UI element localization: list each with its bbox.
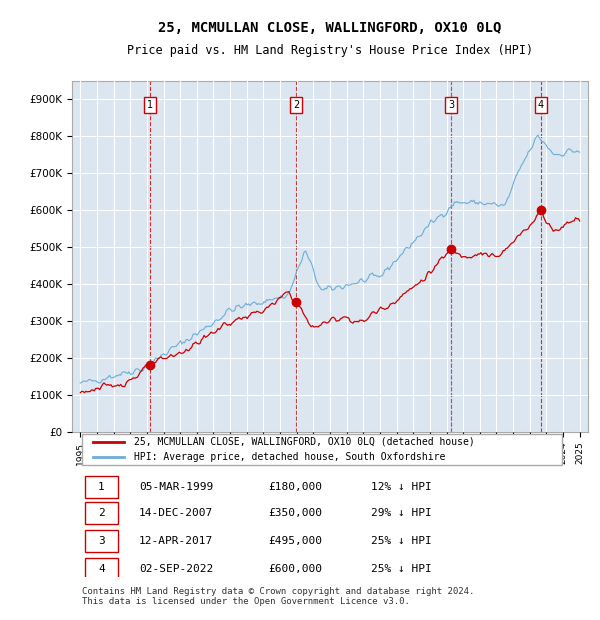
Text: 12% ↓ HPI: 12% ↓ HPI (371, 482, 432, 492)
Text: 25% ↓ HPI: 25% ↓ HPI (371, 564, 432, 574)
Text: 29% ↓ HPI: 29% ↓ HPI (371, 508, 432, 518)
FancyBboxPatch shape (85, 502, 118, 525)
Text: Price paid vs. HM Land Registry's House Price Index (HPI): Price paid vs. HM Land Registry's House … (127, 45, 533, 57)
Text: Contains HM Land Registry data © Crown copyright and database right 2024.
This d: Contains HM Land Registry data © Crown c… (82, 587, 475, 606)
Text: £495,000: £495,000 (268, 536, 322, 546)
FancyBboxPatch shape (82, 434, 562, 465)
Text: 25, MCMULLAN CLOSE, WALLINGFORD, OX10 0LQ (detached house): 25, MCMULLAN CLOSE, WALLINGFORD, OX10 0L… (134, 436, 475, 447)
Text: 2: 2 (293, 100, 299, 110)
FancyBboxPatch shape (85, 557, 118, 580)
Text: £180,000: £180,000 (268, 482, 322, 492)
Text: 1: 1 (98, 482, 105, 492)
Text: 4: 4 (98, 564, 105, 574)
Text: 3: 3 (448, 100, 454, 110)
Text: HPI: Average price, detached house, South Oxfordshire: HPI: Average price, detached house, Sout… (134, 452, 445, 463)
FancyBboxPatch shape (85, 530, 118, 552)
Text: 3: 3 (98, 536, 105, 546)
Text: 05-MAR-1999: 05-MAR-1999 (139, 482, 214, 492)
Text: £600,000: £600,000 (268, 564, 322, 574)
Text: 25, MCMULLAN CLOSE, WALLINGFORD, OX10 0LQ: 25, MCMULLAN CLOSE, WALLINGFORD, OX10 0L… (158, 21, 502, 35)
Text: 12-APR-2017: 12-APR-2017 (139, 536, 214, 546)
Text: 2: 2 (98, 508, 105, 518)
Text: £350,000: £350,000 (268, 508, 322, 518)
Text: 02-SEP-2022: 02-SEP-2022 (139, 564, 214, 574)
Text: 14-DEC-2007: 14-DEC-2007 (139, 508, 214, 518)
Text: 25% ↓ HPI: 25% ↓ HPI (371, 536, 432, 546)
FancyBboxPatch shape (85, 476, 118, 498)
Text: 1: 1 (146, 100, 153, 110)
Text: 4: 4 (538, 100, 544, 110)
